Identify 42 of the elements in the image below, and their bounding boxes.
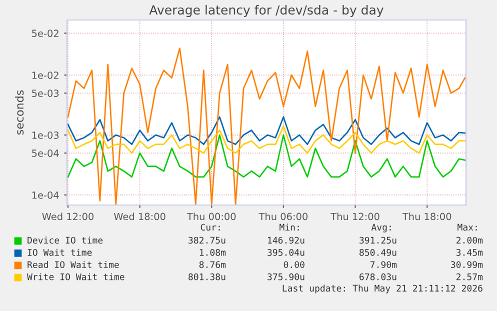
text: 391.25u bbox=[360, 236, 396, 244]
text: 375.90u bbox=[268, 273, 304, 280]
y-tick-label: 1e-02 bbox=[32, 72, 58, 79]
x-tick-label: Wed 12:00 bbox=[42, 212, 94, 220]
y-tick-label: 1e-04 bbox=[32, 191, 59, 199]
text: 7.90m bbox=[370, 261, 397, 268]
text: Avg: bbox=[371, 224, 391, 232]
y-tick-label: 5e-02 bbox=[32, 30, 58, 38]
text: 3.45m bbox=[456, 249, 483, 256]
text: 382.75u bbox=[188, 236, 226, 244]
line-series bbox=[67, 134, 466, 178]
y-tick-label: 1e-03 bbox=[32, 132, 59, 139]
text: Last update: Thu May 21 21:11:12 2026 bbox=[282, 284, 482, 294]
legend-label: IO Wait time bbox=[28, 248, 92, 256]
x-tick-label: Thu 00:00 bbox=[186, 212, 236, 220]
text: 2.57m bbox=[456, 273, 483, 280]
line-series bbox=[67, 126, 466, 154]
text: 30.99m bbox=[450, 261, 483, 268]
x-tick-label: Thu 12:00 bbox=[330, 212, 380, 220]
legend-label: Device IO time bbox=[28, 236, 103, 244]
legend-label: Read IO Wait time bbox=[28, 261, 119, 268]
y-tick-label: 5e-04 bbox=[32, 150, 59, 157]
x-tick-label: Wed 18:00 bbox=[114, 212, 166, 220]
legend-label: Write IO Wait time bbox=[27, 273, 124, 280]
chart-title: Average latency for /dev/sda - by day bbox=[149, 4, 384, 18]
text: Cur: bbox=[200, 224, 220, 231]
text: 850.49u bbox=[360, 249, 396, 256]
text: 2.00m bbox=[456, 236, 483, 244]
x-tick-label: Thu 18:00 bbox=[402, 212, 452, 220]
text: 678.03u bbox=[360, 273, 396, 280]
y-tick-label: 5e-03 bbox=[32, 90, 59, 97]
line-series bbox=[67, 116, 466, 146]
text: Max: bbox=[458, 224, 477, 231]
text: 8.76m bbox=[199, 261, 226, 268]
text: 395.04u bbox=[268, 249, 304, 256]
text: 146.92u bbox=[268, 236, 304, 244]
text: 801.38u bbox=[188, 273, 226, 280]
y-axis-title: seconds bbox=[15, 90, 24, 135]
text: 0.00 bbox=[284, 261, 304, 268]
x-tick-label: Thu 06:00 bbox=[258, 212, 308, 220]
text: 1.08m bbox=[200, 249, 226, 256]
text: Min: bbox=[280, 224, 299, 231]
